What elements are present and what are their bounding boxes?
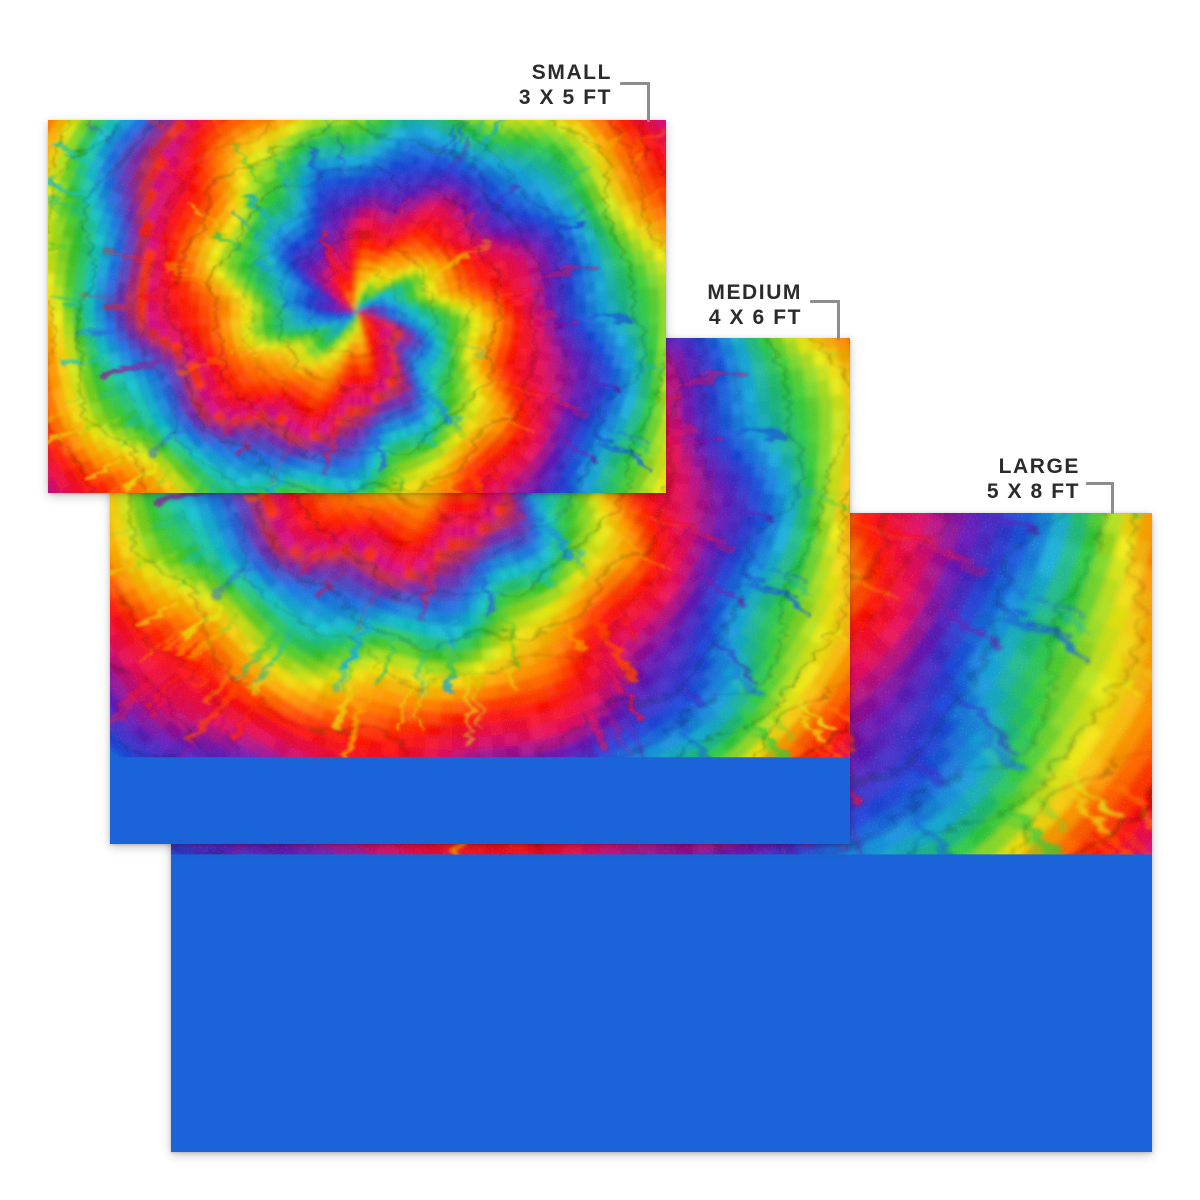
size-callout-large-dims: 5 X 8 FT xyxy=(780,480,1080,503)
size-callout-small: SMALL 3 X 5 FT xyxy=(312,62,612,109)
size-callout-large-leader-line xyxy=(1086,482,1114,514)
size-callout-medium: MEDIUM 4 X 6 FT xyxy=(502,282,802,329)
size-callout-small-name: SMALL xyxy=(312,62,612,84)
size-callout-medium-name: MEDIUM xyxy=(502,282,802,304)
size-callout-medium-leader-line xyxy=(810,300,840,340)
size-callout-large-name: LARGE xyxy=(780,456,1080,478)
size-callout-small-leader-line xyxy=(620,82,650,122)
size-callout-medium-dims: 4 X 6 FT xyxy=(502,306,802,329)
size-callout-large: LARGE 5 X 8 FT xyxy=(780,456,1080,503)
size-callout-small-dims: 3 X 5 FT xyxy=(312,86,612,109)
